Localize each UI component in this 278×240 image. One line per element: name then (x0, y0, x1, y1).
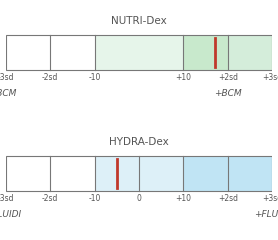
Bar (183, 35, 228, 70)
Text: +2sd: +2sd (218, 73, 238, 82)
Bar (6, 156, 272, 191)
Text: -3sd: -3sd (0, 73, 14, 82)
Text: +2sd: +2sd (218, 194, 238, 203)
Text: -BCM: -BCM (0, 89, 17, 98)
Bar (95, 35, 183, 70)
Text: NUTRI-Dex: NUTRI-Dex (111, 16, 167, 26)
Bar (228, 35, 272, 70)
Bar (6, 35, 95, 70)
Text: +FLUIDI: +FLUIDI (254, 210, 278, 219)
Text: -FLUIDI: -FLUIDI (0, 210, 22, 219)
Text: -10: -10 (88, 194, 101, 203)
Text: +BCM: +BCM (214, 89, 242, 98)
Text: 0: 0 (136, 194, 142, 203)
Text: -10: -10 (88, 73, 101, 82)
Text: -3sd: -3sd (0, 194, 14, 203)
Bar (6, 156, 95, 191)
Bar (183, 156, 228, 191)
Bar (95, 156, 183, 191)
Bar (6, 35, 272, 70)
Text: +3sd: +3sd (262, 194, 278, 203)
Text: +10: +10 (175, 73, 192, 82)
Text: -2sd: -2sd (42, 73, 58, 82)
Text: +10: +10 (175, 194, 192, 203)
Text: +3sd: +3sd (262, 73, 278, 82)
Bar (228, 156, 272, 191)
Text: HYDRA-Dex: HYDRA-Dex (109, 137, 169, 147)
Text: -2sd: -2sd (42, 194, 58, 203)
